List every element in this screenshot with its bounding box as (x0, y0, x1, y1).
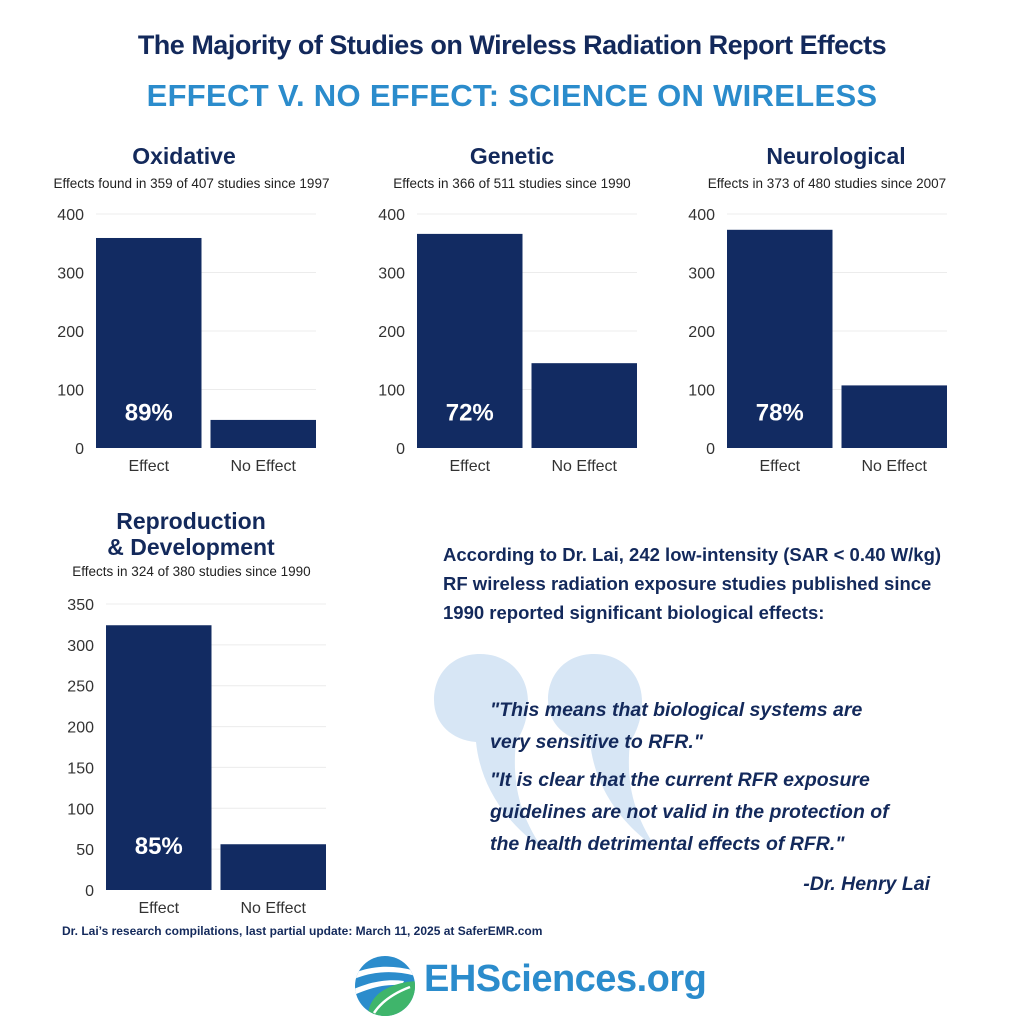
intro-text: According to Dr. Lai, 242 low-intensity … (443, 540, 1003, 627)
chart-subtitle-reproduction: Effects in 324 of 380 studies since 1990 (72, 564, 311, 579)
chart-subtitle-neurological: Effects in 373 of 480 studies since 2007 (707, 176, 947, 191)
quote-line: guidelines are not valid in the protecti… (490, 801, 889, 823)
chart-subtitle-genetic: Effects in 366 of 511 studies since 1990 (393, 176, 631, 191)
quote-line: "This means that biological systems are (490, 699, 863, 721)
y-tick-label: 300 (57, 266, 84, 283)
y-tick-label: 100 (57, 383, 84, 400)
page-title: The Majority of Studies on Wireless Radi… (137, 30, 887, 60)
bar-effect (417, 233, 523, 448)
chart-title-neurological: Neurological (766, 143, 906, 169)
page-subtitle: EFFECT V. NO EFFECT: SCIENCE ON WIRELESS (146, 78, 878, 113)
x-tick-label: No Effect (240, 900, 306, 917)
y-tick-label: 0 (706, 441, 715, 458)
bar-percent-label: 78% (756, 400, 804, 427)
bar-effect (727, 229, 833, 448)
bar-no-effect (841, 385, 947, 448)
x-tick-label: Effect (759, 458, 800, 475)
x-tick-label: No Effect (861, 458, 927, 475)
chart-oxidative: 0 100 200 300 400 Effect 89% No Effect (57, 207, 316, 475)
intro-line: 1990 reported significant biological eff… (443, 602, 825, 623)
x-tick-label: Effect (138, 900, 179, 917)
quote-author: -Dr. Henry Lai (803, 873, 930, 895)
chart-reproduction-development: 0 50 100 150 200 250 300 350 Effect 85% No Effect (67, 597, 326, 917)
y-tick-label: 200 (688, 324, 715, 341)
chart-title-line-2: & Development (107, 534, 275, 560)
quote-line: very sensitive to RFR." (490, 731, 703, 753)
y-tick-label: 0 (396, 441, 405, 458)
y-tick-label: 400 (378, 207, 405, 224)
intro-line: According to Dr. Lai, 242 low-intensity … (443, 544, 942, 565)
bar-no-effect (531, 363, 637, 448)
chart-title-line-1: Reproduction (116, 508, 266, 534)
chart-title-oxidative: Oxidative (132, 143, 236, 169)
intro-line: RF wireless radiation exposure studies p… (443, 573, 932, 594)
y-tick-label: 0 (85, 883, 94, 900)
y-tick-label: 200 (378, 324, 405, 341)
quote-mark-icon (434, 654, 656, 848)
chart-genetic: 0 100 200 300 400 Effect 72% No Effect (378, 207, 637, 475)
bar-effect (106, 625, 212, 890)
logo-text: EHSciences.org (424, 958, 707, 1000)
bar-no-effect (210, 419, 316, 448)
x-tick-label: Effect (128, 458, 169, 475)
globe-leaf-icon (355, 956, 415, 1016)
y-tick-label: 100 (688, 383, 715, 400)
y-tick-label: 300 (378, 266, 405, 283)
y-tick-label: 150 (67, 760, 94, 777)
y-tick-label: 400 (688, 207, 715, 224)
y-tick-label: 400 (57, 207, 84, 224)
y-tick-label: 200 (57, 324, 84, 341)
bar-percent-label: 89% (125, 400, 173, 427)
bar-percent-label: 85% (135, 833, 183, 860)
quote-1: "This means that biological systems are … (490, 694, 960, 758)
y-tick-label: 100 (67, 801, 94, 818)
chart-neurological: 0 100 200 300 400 Effect 78% No Effect (688, 207, 947, 475)
source-note: Dr. Lai’s research compilations, last pa… (62, 924, 543, 938)
y-tick-label: 50 (76, 842, 94, 859)
bar-effect (96, 237, 202, 448)
quote-line: "It is clear that the current RFR exposu… (490, 769, 870, 791)
y-tick-label: 200 (67, 720, 94, 737)
y-tick-label: 100 (378, 383, 405, 400)
chart-title-genetic: Genetic (469, 143, 555, 169)
x-tick-label: Effect (449, 458, 490, 475)
quote-line: the health detrimental effects of RFR." (490, 833, 845, 855)
y-tick-label: 0 (75, 441, 84, 458)
bar-no-effect (220, 844, 326, 890)
quote-2: "It is clear that the current RFR exposu… (490, 764, 960, 860)
chart-subtitle-oxidative: Effects found in 359 of 407 studies sinc… (53, 176, 330, 191)
x-tick-label: No Effect (551, 458, 617, 475)
y-tick-label: 300 (67, 638, 94, 655)
bar-percent-label: 72% (446, 400, 494, 427)
x-tick-label: No Effect (230, 458, 296, 475)
y-tick-label: 300 (688, 266, 715, 283)
y-tick-label: 250 (67, 679, 94, 696)
chart-title-reproduction: Reproduction & Development (41, 508, 341, 560)
y-tick-label: 350 (67, 597, 94, 614)
